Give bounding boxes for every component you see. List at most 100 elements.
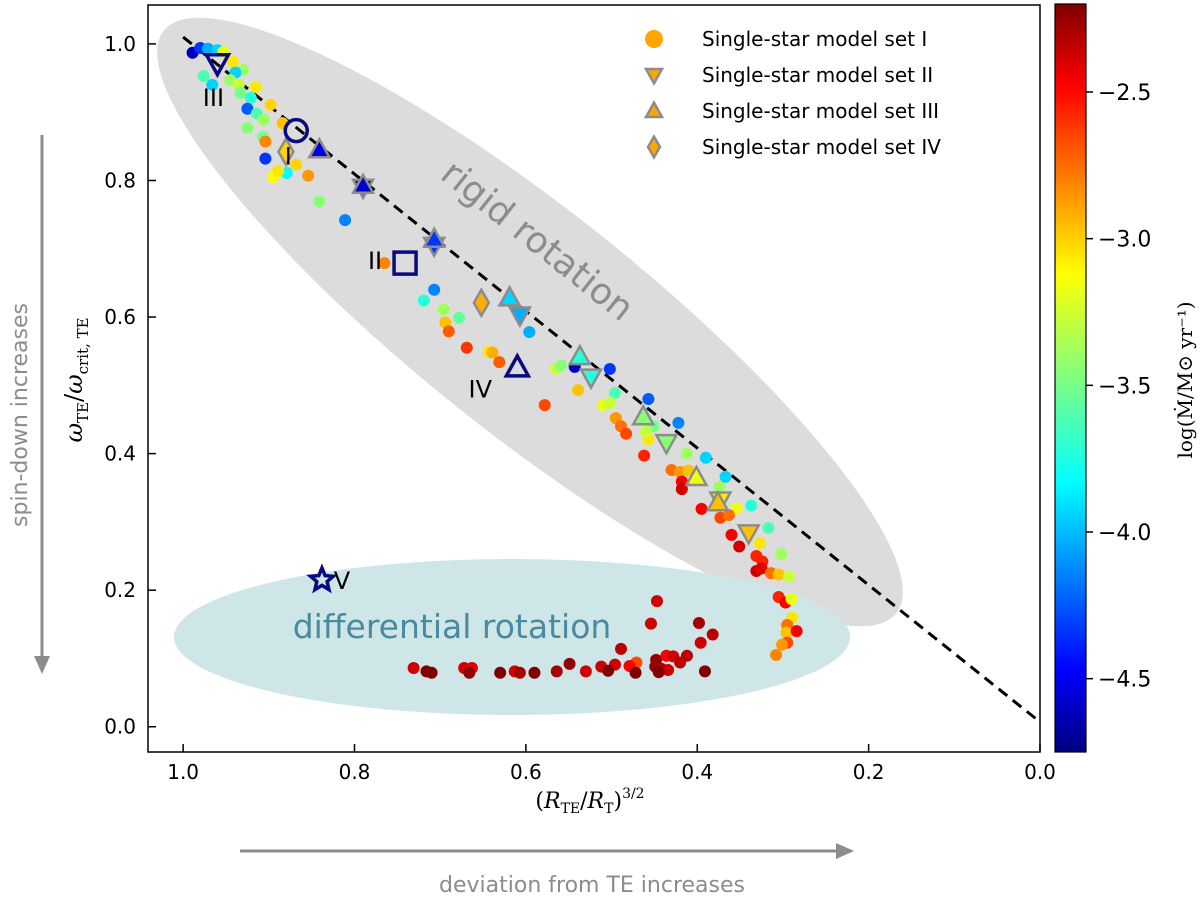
data-point-circle (313, 195, 326, 208)
legend: Single-star model set I Single-star model… (643, 27, 941, 160)
data-point-circle (290, 158, 303, 171)
data-point-circle (692, 616, 705, 629)
rigid-rotation-region (157, 17, 903, 627)
reference-model-I (283, 117, 309, 144)
colorbar-tick-label: −3.5 (1098, 374, 1151, 399)
data-point-circle (638, 449, 651, 462)
data-point-circle (206, 78, 219, 91)
differential-rotation-region (174, 559, 850, 715)
data-point-circle (241, 121, 254, 134)
legend-entry: Single-star model set IV (646, 134, 941, 160)
data-point-circle (780, 626, 793, 639)
y-tick-label: 1.0 (104, 32, 136, 56)
data-point-circle (453, 311, 466, 324)
data-point-circle (722, 509, 735, 522)
data-point-circle (226, 55, 239, 68)
data-point-circle (603, 362, 616, 375)
data-point-circle (259, 135, 272, 148)
data-point-circle (494, 666, 507, 679)
data-point-circle (644, 617, 657, 630)
data-point-circle (699, 451, 712, 464)
data-point-circle (486, 346, 499, 359)
data-point-circle (772, 568, 785, 581)
x-axis-label: (RTE/RT)3/2 (535, 786, 644, 817)
data-point-circle (694, 636, 707, 649)
data-point-circle (302, 169, 315, 182)
data-point-circle (244, 91, 257, 104)
data-point-triangle-up (705, 489, 730, 512)
colorbar-tick-label: −4.0 (1098, 521, 1151, 546)
data-point-circle (259, 152, 272, 165)
data-point-diamond (472, 287, 491, 319)
x-tick-label: 0.2 (853, 760, 885, 784)
data-point-circle (762, 522, 775, 535)
data-point-circle (234, 87, 247, 100)
data-point-circle (642, 392, 655, 405)
data-point-triangle-up (307, 136, 332, 159)
legend-label: Single-star model set I (702, 27, 927, 51)
reference-model-V (306, 563, 338, 594)
spin-down-label: spin-down increases (8, 303, 33, 527)
series-3 (307, 136, 730, 512)
legend-marker-circle (645, 30, 663, 48)
data-point-circle (241, 102, 254, 115)
data-point-triangle-down (507, 306, 533, 329)
data-point-circle (264, 98, 277, 111)
reference-model-label: IV (469, 376, 493, 404)
data-point-circle (629, 666, 642, 679)
reference-model-IV (503, 352, 532, 378)
data-point-circle (782, 570, 795, 583)
colorbar-ticks: −2.5 −3.0 −3.5 −4.0 −4.5 (1086, 81, 1151, 693)
data-point-circle (620, 427, 633, 440)
y-tick-label: 0.8 (104, 168, 136, 192)
data-point-circle (680, 447, 693, 460)
data-point-circle (550, 665, 563, 678)
data-point-circle (602, 664, 615, 677)
data-point-triangle-up (684, 464, 709, 487)
data-point-circle (579, 665, 592, 678)
y-tick-label: 0.6 (104, 305, 136, 329)
data-point-circle (463, 666, 476, 679)
data-point-circle (572, 384, 585, 397)
colorbar-tick-label: −3.0 (1098, 228, 1151, 253)
legend-entry: Single-star model set I (645, 27, 927, 51)
data-point-circle (662, 664, 675, 677)
y-tick-label: 0.4 (104, 442, 136, 466)
data-point-circle (555, 359, 568, 372)
reference-model-label: III (203, 84, 224, 112)
data-point-circle (197, 70, 210, 83)
legend-marker-triangle-down (643, 67, 665, 86)
data-point-diamond (277, 136, 295, 168)
data-point-circle (378, 257, 391, 270)
reference-model-label: II (368, 247, 382, 275)
y-tick-label: 0.2 (104, 578, 136, 602)
data-point-triangle-up (422, 226, 447, 248)
data-point-circle (790, 625, 803, 638)
data-point-circle (706, 628, 719, 641)
data-point-circle (733, 540, 746, 553)
reference-model-III (203, 53, 232, 79)
reference-model-II (392, 250, 418, 276)
x-tick-label: 0.4 (681, 760, 713, 784)
data-point-triangle-up (350, 172, 376, 195)
legend-label: Single-star model set II (702, 63, 933, 87)
x-tick-label: 0.0 (1024, 760, 1056, 784)
legend-marker-diamond (646, 134, 662, 160)
spin-down-arrow (34, 135, 50, 674)
reference-model-label: I (285, 143, 292, 171)
data-point-circle (425, 666, 438, 679)
data-point-circle (428, 283, 441, 296)
data-point-circle (272, 164, 285, 177)
colorbar-tick-label: −2.5 (1098, 81, 1151, 106)
data-point-circle (639, 425, 652, 438)
reference-model-label: V (334, 567, 351, 595)
data-point-circle (672, 416, 685, 429)
deviation-arrow (240, 843, 854, 859)
data-point-circle (755, 562, 768, 575)
y-axis-label: ωTE/ωcrit, TE (60, 317, 92, 442)
legend-entry: Single-star model set II (643, 63, 933, 87)
legend-label: Single-star model set III (702, 99, 939, 123)
data-point-circle (460, 341, 473, 354)
